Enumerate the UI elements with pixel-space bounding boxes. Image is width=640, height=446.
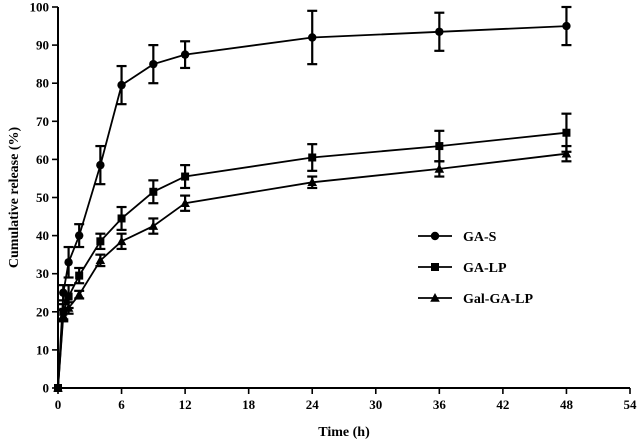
x-tick-label: 54 [624,397,638,412]
x-tick-label: 36 [433,397,447,412]
data-point-ga-lp [562,128,571,137]
data-point-ga-lp [117,214,126,223]
legend-marker [430,231,440,241]
x-tick-label: 18 [242,397,256,412]
data-point-gal-ga-lp [53,383,63,392]
y-tick-label: 0 [43,381,50,396]
data-point-gal-ga-lp [63,302,74,312]
data-point-ga-s [308,33,317,42]
y-tick-label: 50 [36,190,49,205]
data-point-gal-ga-lp [307,177,318,187]
legend-label-ga-lp: GA-LP [463,261,507,276]
data-point-ga-s [64,258,73,267]
legend-marker [431,263,439,271]
data-point-ga-lp [64,292,73,301]
y-tick-label: 80 [36,76,49,91]
y-tick-label: 40 [36,228,49,243]
data-point-ga-lp [96,237,105,246]
data-point-gal-ga-lp [116,236,127,246]
x-tick-label: 0 [55,397,62,412]
data-point-gal-ga-lp [180,198,190,208]
y-axis-title: Cumulative release (%) [7,127,22,269]
y-tick-label: 100 [30,0,50,15]
data-point-ga-lp [149,187,158,196]
data-point-ga-lp [435,142,444,151]
y-tick-label: 70 [36,114,49,129]
y-tick-label: 60 [36,152,49,167]
x-tick-label: 30 [369,397,382,412]
data-point-ga-s [96,160,105,170]
data-point-ga-s [435,27,444,36]
y-tick-label: 30 [36,266,49,281]
legend-marker [430,293,440,302]
data-point-ga-lp [75,271,84,280]
legend-label-ga-s: GA-S [463,230,497,245]
data-point-gal-ga-lp [95,255,106,265]
legend: GA-S GA-LP Gal-GA-LP [418,230,533,307]
data-point-ga-s [149,59,158,69]
data-point-ga-lp [181,172,190,181]
y-tick-label: 90 [36,38,49,53]
x-tick-label: 42 [496,397,509,412]
data-point-gal-ga-lp [434,163,445,173]
data-point-gal-ga-lp [58,310,69,320]
plot-area: 0 10 20 30 40 50 60 70 80 90 100 0 6 12 18 24 30 36 42 48 54 [30,0,638,412]
data-point-gal-ga-lp [561,148,572,158]
data-point-ga-s [562,21,571,31]
data-point-ga-s [180,50,190,59]
data-point-ga-lp [308,153,317,162]
x-tick-label: 48 [560,397,574,412]
y-tick-label: 10 [36,342,49,357]
x-axis-title: Time (h) [318,425,370,440]
x-tick-label: 24 [306,397,320,412]
data-point-ga-s [74,231,84,240]
data-point-gal-ga-lp [74,289,84,299]
x-tick-label: 12 [179,397,192,412]
legend-label-gal-ga-lp: Gal-GA-LP [463,292,533,307]
x-tick-label: 6 [118,397,125,412]
data-point-gal-ga-lp [148,221,159,230]
data-point-ga-s [117,80,126,90]
y-tick-label: 20 [36,304,49,319]
